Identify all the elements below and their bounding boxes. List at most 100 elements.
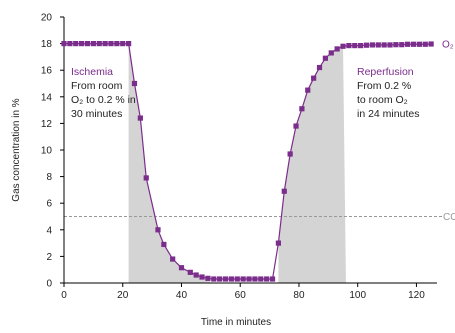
series-labels: O₂ CO <box>442 39 455 223</box>
o2-data-point <box>287 151 293 157</box>
o2-data-point <box>363 42 370 48</box>
o2-data-point <box>67 41 73 47</box>
o2-data-point <box>102 41 108 47</box>
o2-data-point <box>275 240 282 246</box>
x-tick-label: 60 <box>235 290 247 301</box>
axes <box>63 17 437 284</box>
o2-data-point <box>90 41 96 47</box>
o2-data-point <box>187 269 193 275</box>
data-points <box>61 41 434 282</box>
o2-data-point <box>340 43 346 49</box>
o2-data-point <box>222 276 229 282</box>
o2-data-point <box>422 41 428 47</box>
co-series-label: CO <box>443 212 455 223</box>
o2-data-point <box>193 272 199 278</box>
o2-data-point <box>84 41 91 47</box>
shaded-region-2 <box>278 46 346 284</box>
o2-data-point <box>387 42 393 48</box>
o2-data-point <box>178 265 185 271</box>
o2-data-point <box>375 42 381 48</box>
ischemia-line-3: 30 minutes <box>71 108 122 120</box>
o2-data-point <box>252 276 258 282</box>
x-tick-label: 100 <box>349 290 366 301</box>
ischemia-title: Ischemia <box>71 66 113 78</box>
o2-data-point <box>240 276 246 282</box>
ischemia-line-1: From room <box>71 80 123 92</box>
o2-data-point <box>410 41 417 47</box>
y-axis-label: Gas concentration in % <box>11 98 22 201</box>
o2-data-point <box>131 80 138 87</box>
y-tick-label: 18 <box>41 39 53 50</box>
o2-data-point <box>281 188 287 194</box>
o2-series-line <box>64 43 432 280</box>
o2-data-point <box>264 276 270 282</box>
o2-data-point <box>234 276 240 282</box>
y-tick-label: 8 <box>46 172 52 183</box>
o2-data-point <box>328 50 334 56</box>
o2-data-point <box>126 41 132 47</box>
y-tick-label: 20 <box>41 13 53 24</box>
o2-data-point <box>96 41 102 47</box>
o2-series-label: O₂ <box>442 39 454 50</box>
o2-data-point <box>416 41 422 47</box>
o2-data-point <box>217 276 223 282</box>
o2-data-point <box>246 276 252 282</box>
x-axis-label: Time in minutes <box>201 317 271 328</box>
o2-data-point <box>269 276 276 282</box>
o2-data-point <box>393 42 399 48</box>
o2-data-point <box>381 42 387 48</box>
o2-data-point <box>73 41 79 47</box>
o2-data-point <box>79 41 85 47</box>
ischemia-annotation: Ischemia From room O₂ to 0.2 % in 30 min… <box>71 66 136 120</box>
o2-data-point <box>170 256 176 262</box>
reperfusion-line-2: to room O₂ <box>357 94 408 106</box>
x-tick-label: 20 <box>117 290 129 301</box>
axis-ticks: 0 20 40 60 80 100 120 0 2 4 6 8 10 12 14 16 18 20 <box>41 13 425 302</box>
o2-data-point <box>358 42 364 49</box>
reperfusion-line-1: From 0.2 % <box>357 80 411 92</box>
o2-data-point <box>61 41 67 47</box>
shaded-regions <box>128 43 346 284</box>
o2-data-point <box>258 276 264 282</box>
o2-data-point <box>108 41 114 47</box>
o2-data-point <box>114 41 120 47</box>
reperfusion-annotation: Reperfusion From 0.2 % to room O₂ in 24 … <box>357 66 419 120</box>
o2-data-point <box>399 42 405 48</box>
y-tick-label: 2 <box>46 252 52 263</box>
o2-data-point <box>322 55 328 61</box>
o2-data-point <box>205 275 211 281</box>
shaded-region-1 <box>128 43 211 283</box>
o2-data-point <box>211 276 217 282</box>
o2-data-point <box>316 64 323 71</box>
x-tick-label: 0 <box>61 290 67 301</box>
reperfusion-title: Reperfusion <box>357 66 414 78</box>
y-tick-label: 16 <box>41 66 53 77</box>
series-lines <box>64 43 432 280</box>
o2-data-point <box>405 41 411 47</box>
x-tick-label: 40 <box>176 290 188 301</box>
y-tick-label: 10 <box>41 146 53 157</box>
o2-data-point <box>293 123 299 129</box>
o2-data-point <box>352 42 358 49</box>
o2-data-point <box>305 87 311 93</box>
o2-data-point <box>155 227 161 233</box>
o2-data-point <box>143 175 149 181</box>
y-tick-label: 12 <box>41 119 53 130</box>
y-tick-label: 6 <box>46 199 52 210</box>
reperfusion-line-3: in 24 minutes <box>357 108 419 120</box>
y-tick-label: 4 <box>46 225 52 236</box>
o2-data-point <box>369 42 375 48</box>
o2-data-point <box>428 41 434 47</box>
o2-data-point <box>346 42 352 49</box>
o2-data-point <box>161 241 167 248</box>
y-tick-label: 14 <box>41 92 53 103</box>
o2-data-point <box>199 274 205 280</box>
ischemia-line-2: O₂ to 0.2 % in <box>71 94 136 106</box>
o2-data-point <box>228 276 235 282</box>
y-tick-label: 0 <box>46 279 52 290</box>
o2-data-point <box>334 46 340 52</box>
o2-data-point <box>299 106 305 112</box>
o2-data-point <box>120 41 126 47</box>
o2-data-point <box>311 75 317 81</box>
